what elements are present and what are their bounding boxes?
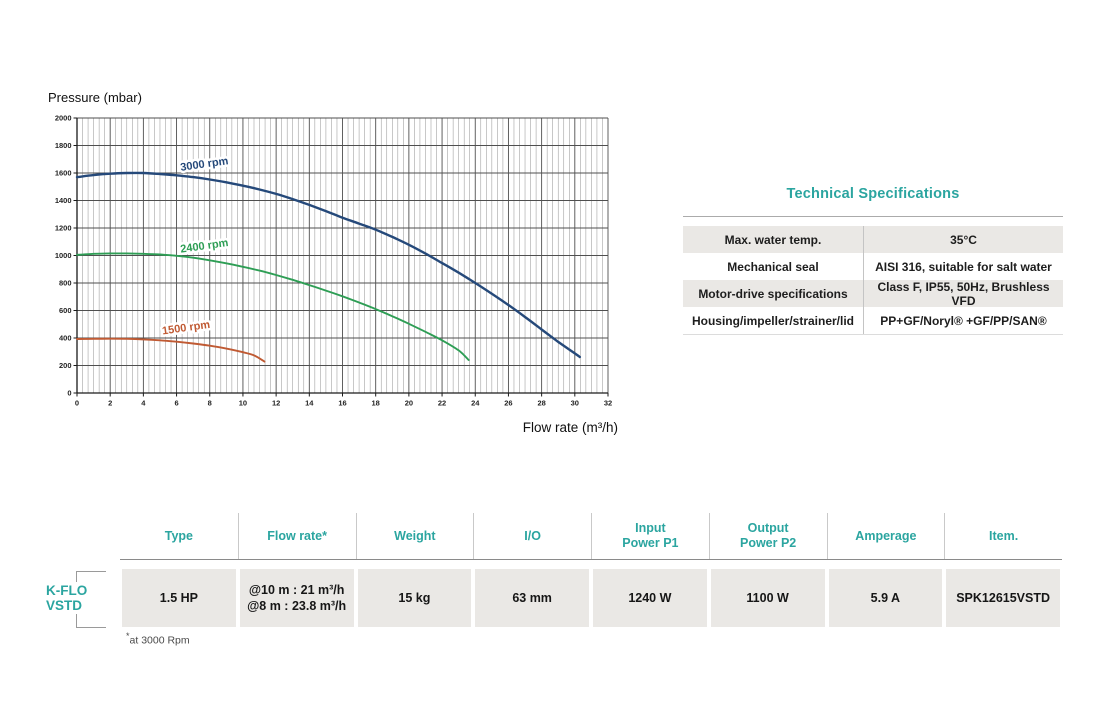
x-tick-label: 22 xyxy=(438,399,446,408)
title-underline xyxy=(683,216,1063,217)
pressure-flow-chart-svg: 0 2 4 6 8 10 12 14 16 18 20 22 24 26 28 30 3202004006008… xyxy=(48,90,618,435)
value-cell: @10 m : 21 m³/h @8 m : 23.8 m³/h xyxy=(239,569,354,627)
x-tick-label: 2 xyxy=(108,399,112,408)
spec-label: Motor-drive specifications xyxy=(698,286,848,301)
y-tick-label: 0 xyxy=(67,389,71,398)
y-tick-label: 400 xyxy=(59,334,72,343)
y-tick-label: 800 xyxy=(59,279,72,288)
technical-specifications-table: Max. water temp. 35°C Mechanical seal AISI … xyxy=(683,226,1063,335)
column-header: Input Power P1 xyxy=(591,513,709,559)
spec-value: PP+GF/Noryl® +GF/PP/SAN® xyxy=(863,307,1063,334)
value-cell: 1240 W xyxy=(593,569,707,627)
footnote: *at 3000 Rpm xyxy=(126,631,190,647)
pump-performance-chart: 0 2 4 6 8 10 12 14 16 18 20 22 24 26 28 30 32 0 200 400 600 8… xyxy=(48,85,626,440)
value-cell: 1100 W xyxy=(710,569,825,627)
y-tick-label: 2000 xyxy=(55,114,72,123)
major-gridlines xyxy=(77,117,609,393)
value-cell: 5.9 A xyxy=(828,569,943,627)
x-tick-label: 32 xyxy=(604,399,612,408)
technical-specifications-panel: Technical Specifications Max. water temp… xyxy=(683,186,1063,335)
x-tick-label: 26 xyxy=(504,399,512,408)
x-tick-label: 8 xyxy=(208,399,212,408)
spec-label: Max. water temp. xyxy=(724,232,822,247)
chart-title: Pressure (mbar) xyxy=(48,90,142,105)
axes: 0 2 4 6 8 10 12 14 16 18 20 22 24 26 28 30 3202004006008… xyxy=(55,114,612,408)
product-table-header-row: Type Flow rate* Weight I/O Input Power P1 Out… xyxy=(120,513,1062,559)
spec-value: AISI 316, suitable for salt water xyxy=(863,253,1063,280)
footnote-marker: * xyxy=(126,631,130,641)
x-tick-label: 28 xyxy=(537,399,545,408)
column-header: Amperage xyxy=(826,513,945,559)
model-label-line1: K-FLO xyxy=(46,583,88,598)
x-tick-label: 16 xyxy=(338,399,346,408)
x-tick-label: 18 xyxy=(372,399,380,408)
column-header: Item. xyxy=(944,513,1062,559)
column-header: Weight xyxy=(355,513,474,559)
curve-3000rpm: 3000 rpm xyxy=(75,153,581,359)
curve-label-1500rpm: 1500 rpm xyxy=(161,319,211,338)
spec-value: 35°C xyxy=(863,226,1063,253)
x-tick-label: 20 xyxy=(405,399,413,408)
x-axis-label: Flow rate (m³/h) xyxy=(523,420,618,435)
y-tick-label: 1000 xyxy=(55,251,72,260)
y-tick-label: 200 xyxy=(59,361,72,370)
curve-1500rpm: 1500 rpm xyxy=(76,316,266,363)
spec-row: Mechanical seal AISI 316, suitable for sa… xyxy=(683,253,1063,280)
x-tick-label: 12 xyxy=(272,399,280,408)
y-tick-label: 1200 xyxy=(55,224,72,233)
x-tick-label: 6 xyxy=(174,399,178,408)
y-tick-label: 600 xyxy=(59,306,72,315)
spec-row: Max. water temp. 35°C xyxy=(683,226,1063,253)
value-cell: 63 mm xyxy=(475,569,589,627)
column-header: Type xyxy=(164,528,193,543)
header-underline xyxy=(120,559,1062,560)
value-cell: 1.5 HP xyxy=(122,569,236,627)
model-label: K-FLO VSTD xyxy=(46,582,91,614)
x-tick-label: 10 xyxy=(239,399,247,408)
y-tick-label: 1600 xyxy=(55,169,72,178)
spec-row: Motor-drive specifications Class F, IP55,… xyxy=(683,280,1063,308)
column-header: Output Power P2 xyxy=(708,513,827,559)
x-tick-label: 24 xyxy=(471,399,480,408)
technical-specifications-title: Technical Specifications xyxy=(786,186,960,202)
y-tick-label: 1400 xyxy=(55,196,72,205)
spec-label: Housing/impeller/strainer/lid xyxy=(691,313,855,328)
spec-row: Housing/impeller/strainer/lid PP+GF/Noryl… xyxy=(683,307,1063,334)
x-tick-label: 4 xyxy=(141,399,146,408)
model-label-line2: VSTD xyxy=(46,598,83,613)
spec-value: Class F, IP55, 50Hz, Brushless VFD xyxy=(863,280,1063,308)
spec-label: Mechanical seal xyxy=(727,259,819,274)
y-tick-label: 1800 xyxy=(55,141,72,150)
x-tick-label: 14 xyxy=(305,399,314,408)
column-header: I/O xyxy=(473,513,591,559)
footnote-text: at 3000 Rpm xyxy=(129,634,190,647)
column-header: Flow rate* xyxy=(237,513,356,559)
x-tick-label: 0 xyxy=(75,399,79,408)
x-tick-label: 30 xyxy=(571,399,579,408)
value-cell: 15 kg xyxy=(357,569,472,627)
value-cell: SPK12615VSTD xyxy=(946,569,1060,627)
product-table-data-row: 1.5 HP @10 m : 21 m³/h @8 m : 23.8 m³/h 15… xyxy=(120,569,1062,627)
product-spec-table: Type Flow rate* Weight I/O Input Power P1 Out… xyxy=(120,513,1062,627)
